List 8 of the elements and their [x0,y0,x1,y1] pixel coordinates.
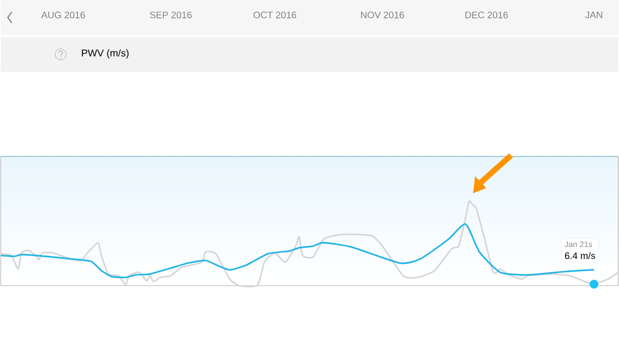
x-tick-label: AUG 2016 [41,12,85,18]
x-tick-label: DEC 2016 [465,12,508,18]
x-tick-label: SEP 2016 [150,12,192,18]
x-tick-label: OCT 2016 [254,12,296,18]
x-tick-label: JAN [585,12,602,18]
annotation: 6.4 m/s [565,252,596,259]
x-tick-label: NOV 2016 [361,12,404,18]
chart-title: PWV (m/s) [82,49,129,58]
